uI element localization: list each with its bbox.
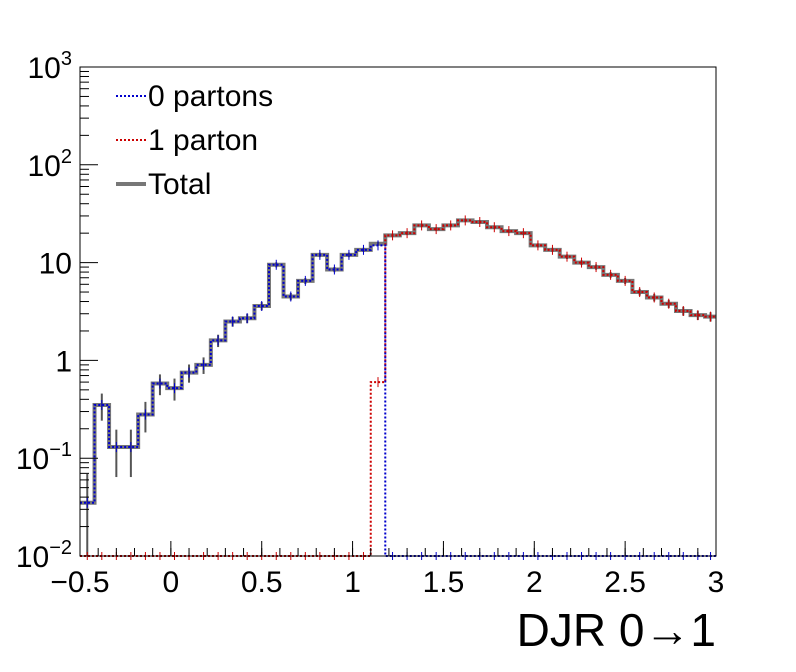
x-tick-label: 2 xyxy=(526,566,543,599)
y-tick-label: 10 xyxy=(39,248,72,281)
x-tick-label: −0.5 xyxy=(50,566,109,599)
y-tick-label: 10−1 xyxy=(16,439,72,476)
x-tick-label: 0 xyxy=(163,566,180,599)
legend-label: Total xyxy=(148,168,211,201)
y-tick-label: 102 xyxy=(28,146,73,183)
legend-item: 1 parton xyxy=(116,124,258,157)
series-line xyxy=(80,244,716,557)
series-total xyxy=(80,218,716,556)
plot-frame xyxy=(79,66,717,557)
legend-item: 0 partons xyxy=(116,80,273,113)
x-axis-title: DJR 0→1 xyxy=(517,604,716,656)
x-tick-label: 1 xyxy=(344,566,361,599)
y-tick-labels: 10−2 10−1 1 10 102 103 xyxy=(16,48,72,574)
axis-ticks xyxy=(79,66,717,557)
legend-label: 1 parton xyxy=(148,124,258,157)
x-tick-label: 3 xyxy=(708,566,725,599)
legend-label: 0 partons xyxy=(148,80,273,113)
x-tick-label: 1.5 xyxy=(423,566,465,599)
legend: 0 partons 1 parton Total xyxy=(116,80,273,201)
histogram-series-group xyxy=(80,215,716,560)
x-tick-labels: −0.5 0 0.5 1 1.5 2 2.5 3 xyxy=(50,566,724,599)
y-tick-label: 10−2 xyxy=(16,537,72,574)
x-tick-label: 0.5 xyxy=(241,566,283,599)
y-tick-label: 1 xyxy=(55,345,72,378)
x-tick-label: 2.5 xyxy=(604,566,646,599)
series-line xyxy=(80,218,716,505)
legend-item: Total xyxy=(116,168,211,201)
y-tick-label: 103 xyxy=(28,48,73,85)
